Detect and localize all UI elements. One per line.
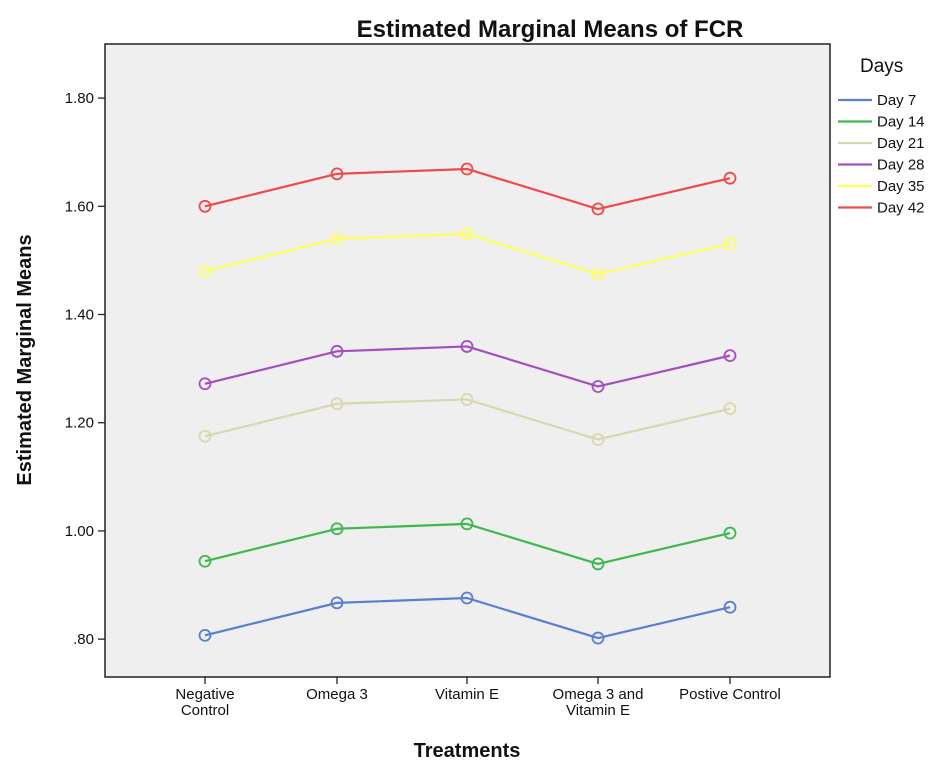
- data-point: [723, 526, 737, 540]
- y-tick-label: 1.40: [65, 307, 94, 324]
- data-point: [460, 162, 474, 176]
- x-axis-title: Treatments: [414, 740, 521, 762]
- series-line: [204, 232, 731, 276]
- legend-title: Days: [860, 56, 903, 77]
- data-point: [460, 517, 474, 531]
- legend: Days Day 7 Day 14 Day 21 Day 28 Day 35 Day 42: [838, 56, 925, 217]
- data-point: [330, 232, 344, 246]
- data-point: [330, 522, 344, 536]
- data-point: [591, 267, 605, 281]
- data-point: [591, 380, 605, 393]
- data-point: [198, 628, 212, 642]
- series-line: [204, 345, 731, 388]
- data-point: [591, 433, 605, 446]
- data-point: [723, 349, 737, 363]
- data-point: [198, 264, 212, 278]
- data-point: [330, 167, 344, 181]
- data-point: [198, 429, 212, 443]
- data-point: [723, 402, 737, 416]
- y-tick-label: 1.60: [65, 198, 94, 215]
- data-point: [198, 554, 212, 568]
- legend-label: Day 42: [877, 200, 925, 217]
- legend-label: Day 35: [877, 178, 925, 195]
- legend-label: Day 14: [877, 114, 925, 131]
- chart-title: Estimated Marginal Means of FCR: [357, 16, 744, 43]
- series-day-14: [198, 517, 737, 571]
- legend-items: Day 7 Day 14 Day 21 Day 28 Day 35 Day 42: [838, 92, 925, 217]
- x-tick-label: Postive Control: [679, 686, 781, 703]
- data-point: [723, 600, 737, 614]
- series-day-42: [198, 162, 737, 216]
- data-point: [591, 631, 605, 645]
- legend-label: Day 28: [877, 157, 925, 174]
- y-axis: .80 1.00 1.20 1.40 1.60 1.80: [65, 90, 105, 648]
- x-tick-label: Omega 3: [306, 686, 368, 703]
- x-tick-label: Vitamin E: [435, 686, 499, 703]
- data-point: [460, 227, 474, 241]
- data-point: [591, 202, 605, 216]
- data-point: [460, 340, 474, 353]
- data-point: [723, 171, 737, 185]
- series-day-7: [198, 591, 737, 645]
- series-layer: [198, 162, 737, 645]
- series-day-21: [198, 393, 737, 446]
- series-line: [204, 398, 731, 441]
- data-point: [460, 591, 474, 605]
- legend-label: Day 7: [877, 92, 916, 109]
- y-tick-label: 1.20: [65, 415, 94, 432]
- data-point: [591, 557, 605, 571]
- series-line: [204, 522, 731, 566]
- series-line: [204, 596, 731, 640]
- data-point: [723, 237, 737, 251]
- data-point: [330, 344, 344, 358]
- y-tick-label: 1.80: [65, 90, 94, 107]
- series-line: [204, 167, 731, 211]
- data-point: [198, 199, 212, 213]
- x-tick-label: Omega 3 and: [553, 686, 644, 703]
- y-tick-label: .80: [73, 631, 94, 648]
- legend-label: Day 21: [877, 135, 925, 152]
- y-tick-label: 1.00: [65, 523, 94, 540]
- x-tick-label: Control: [181, 702, 229, 719]
- x-tick-label: Vitamin E: [566, 702, 630, 719]
- data-point: [330, 596, 344, 610]
- data-point: [330, 397, 344, 411]
- series-day-28: [198, 340, 737, 393]
- data-point: [460, 393, 474, 406]
- y-axis-title: Estimated Marginal Means: [14, 234, 36, 485]
- series-day-35: [198, 227, 737, 281]
- plot-area: [104, 43, 831, 678]
- data-point: [198, 377, 212, 391]
- x-tick-label: Negative: [175, 686, 234, 703]
